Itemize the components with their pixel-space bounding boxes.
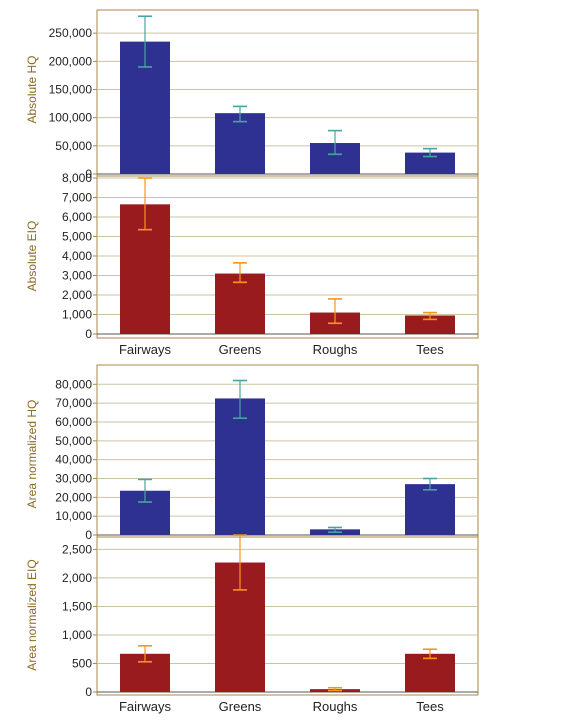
x-category-label: Greens (219, 342, 262, 357)
y-tick-label: 2,000 (62, 288, 92, 302)
y-axis-title: Absolute EIQ (25, 221, 39, 292)
y-tick-label: 500 (72, 656, 92, 670)
y-tick-label: 8,000 (62, 171, 92, 185)
y-tick-label: 0 (85, 327, 92, 341)
bar-greens (215, 273, 265, 334)
bar-greens (215, 398, 265, 535)
y-tick-label: 2,500 (62, 542, 92, 556)
y-tick-label: 70,000 (55, 396, 92, 410)
y-tick-label: 50,000 (55, 139, 92, 153)
y-tick-label: 150,000 (49, 83, 93, 97)
y-tick-label: 40,000 (55, 453, 92, 467)
y-tick-label: 60,000 (55, 415, 92, 429)
x-category-label: Tees (416, 342, 444, 357)
y-tick-label: 1,500 (62, 599, 92, 613)
y-tick-label: 30,000 (55, 471, 92, 485)
y-tick-label: 7,000 (62, 191, 92, 205)
y-tick-label: 100,000 (49, 111, 93, 125)
y-tick-label: 5,000 (62, 230, 92, 244)
y-tick-label: 80,000 (55, 377, 92, 391)
y-tick-label: 2,000 (62, 571, 92, 585)
y-tick-label: 4,000 (62, 249, 92, 263)
y-tick-label: 0 (85, 528, 92, 542)
x-category-label: Greens (219, 699, 262, 714)
y-tick-label: 0 (85, 685, 92, 699)
bar-tees (405, 152, 455, 174)
y-tick-label: 1,000 (62, 628, 92, 642)
bar-greens (215, 113, 265, 174)
x-category-label: Fairways (119, 699, 172, 714)
x-category-label: Fairways (119, 342, 172, 357)
y-tick-label: 6,000 (62, 210, 92, 224)
y-axis-title: Area normalized HQ (25, 400, 39, 509)
bar-tees (405, 484, 455, 535)
y-tick-label: 20,000 (55, 490, 92, 504)
y-tick-label: 3,000 (62, 269, 92, 283)
bar-tees (405, 653, 455, 692)
x-category-label: Tees (416, 699, 444, 714)
y-tick-label: 200,000 (49, 54, 93, 68)
y-tick-label: 10,000 (55, 509, 92, 523)
chart-frame-2 (96, 364, 479, 696)
bar-tees (405, 315, 455, 334)
y-tick-label: 1,000 (62, 308, 92, 322)
y-tick-label: 0 (85, 167, 92, 181)
y-tick-label: 50,000 (55, 434, 92, 448)
y-axis-title: Area normalized EIQ (25, 559, 39, 670)
y-tick-label: 250,000 (49, 26, 93, 40)
x-category-label: Roughs (313, 699, 358, 714)
y-axis-title: Absolute HQ (25, 55, 39, 123)
x-category-label: Roughs (313, 342, 358, 357)
